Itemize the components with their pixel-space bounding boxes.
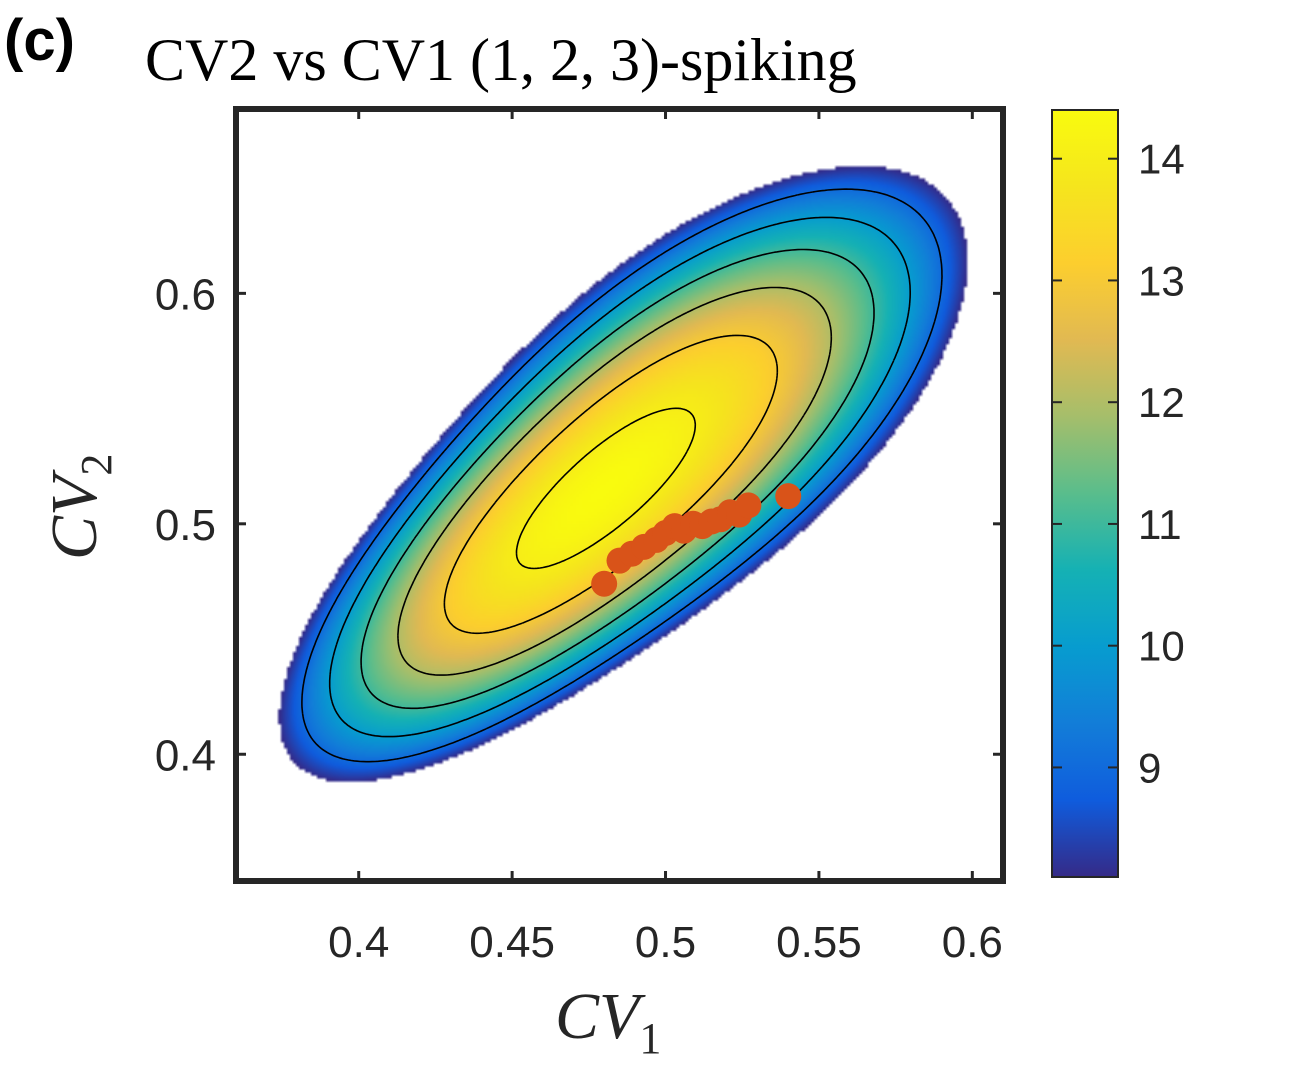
- plot-area: 0.4 0.45 0.5 0.55 0.6 0.4 0.5 0.6: [155, 106, 1006, 967]
- y-axis-label-base: CV: [38, 469, 111, 560]
- contour-line: [515, 407, 697, 570]
- colorbar-tick-label: 9: [1138, 744, 1161, 791]
- x-tick-label: 0.6: [942, 918, 1003, 967]
- x-axis-label: CV1: [555, 980, 661, 1063]
- data-point: [775, 483, 802, 510]
- y-tick-label: 0.6: [155, 270, 216, 319]
- y-tick-label: 0.5: [155, 501, 216, 550]
- colorbar-ticks: 9 10 11 12 13 14: [1052, 136, 1185, 791]
- contour-line: [397, 286, 833, 676]
- contour-line: [301, 188, 943, 763]
- panel-label: (c): [4, 8, 75, 73]
- x-tick-label: 0.55: [776, 918, 862, 967]
- contour-line: [360, 248, 875, 710]
- x-axis-label-base: CV: [555, 980, 646, 1053]
- colorbar: 9 10 11 12 13 14: [1051, 109, 1185, 878]
- colorbar-tick-label: 14: [1138, 136, 1185, 183]
- x-tick-label: 0.45: [469, 918, 555, 967]
- y-tick-label: 0.4: [155, 731, 216, 780]
- contour-lines: [301, 188, 943, 763]
- contour-line: [443, 334, 779, 635]
- x-axis-ticks: 0.4 0.45 0.5 0.55 0.6: [328, 109, 1003, 967]
- data-point: [591, 570, 618, 597]
- colorbar-gradient: [1052, 110, 1118, 877]
- axes-box: [233, 106, 1006, 884]
- chart-title: CV2 vs CV1 (1, 2, 3)-spiking: [145, 27, 857, 93]
- contour-line: [328, 216, 911, 738]
- y-axis-label: CV2: [38, 454, 121, 560]
- x-tick-label: 0.4: [328, 918, 389, 967]
- colorbar-frame: [1051, 109, 1119, 878]
- y-axis-label-subscript: 2: [72, 454, 121, 476]
- colorbar-tick-label: 11: [1138, 501, 1182, 548]
- data-points: [591, 483, 802, 597]
- colorbar-tick-label: 12: [1138, 379, 1185, 426]
- x-tick-label: 0.5: [635, 918, 696, 967]
- colorbar-tick-label: 10: [1138, 623, 1185, 670]
- x-axis-label-subscript: 1: [639, 1014, 661, 1063]
- density-heatmap: [236, 109, 1003, 881]
- data-point: [735, 492, 762, 519]
- colorbar-tick-label: 13: [1138, 257, 1185, 304]
- y-axis-ticks: 0.4 0.5 0.6: [155, 270, 1003, 780]
